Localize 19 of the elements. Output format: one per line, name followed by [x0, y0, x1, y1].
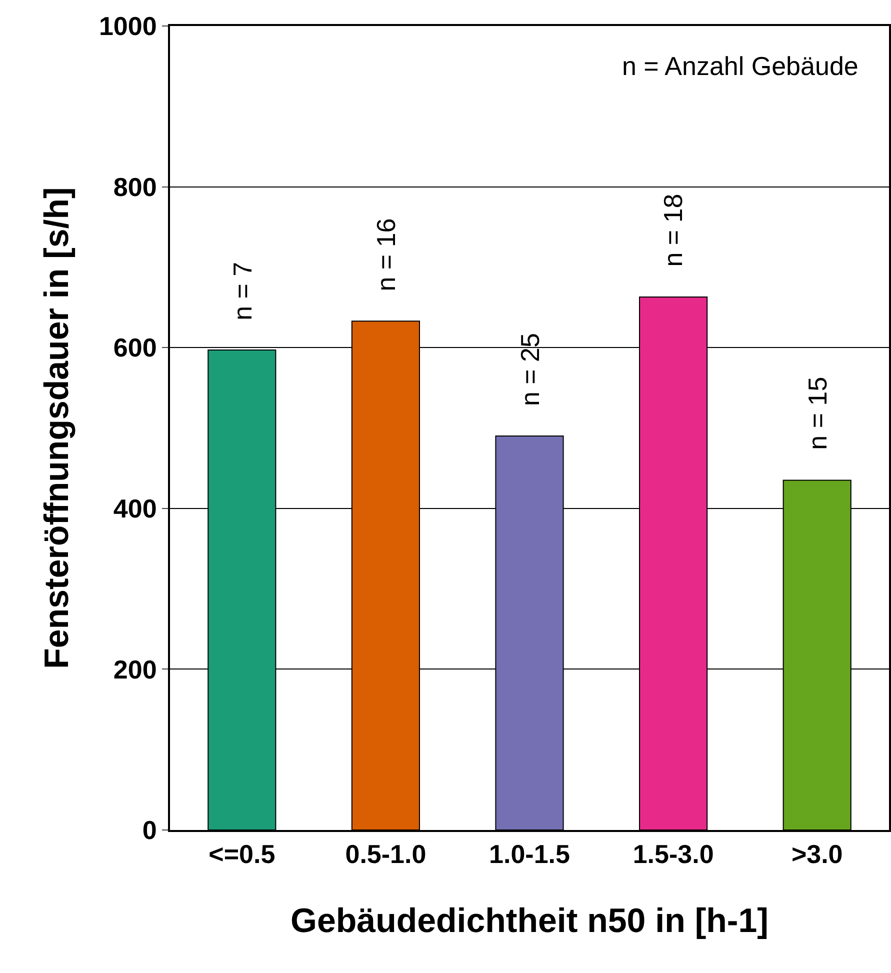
x-tick-label: 0.5-1.0 [345, 839, 426, 870]
annotation: n = 25 [514, 333, 545, 406]
y-tick-label: 800 [113, 172, 157, 202]
x-tick-label: 1.5-3.0 [632, 839, 714, 870]
annotation: n = 15 [802, 376, 832, 450]
y-tick-label: 200 [113, 654, 157, 684]
y-tick-label: 600 [113, 332, 157, 363]
annotation: n = Anzahl Gebäude [622, 51, 858, 81]
y-axis-title: Fensteröffnungsdauer in [s/h] [38, 187, 76, 669]
x-tick-label: >3.0 [791, 839, 843, 870]
annotation: n = 16 [371, 218, 402, 292]
y-tick-label: 1000 [98, 11, 157, 42]
y-tick-label: 0 [142, 815, 157, 846]
x-axis-title: Gebäudedichtheit n50 in [h-1] [290, 902, 768, 940]
x-tick-label: 1.0-1.5 [489, 839, 570, 870]
annotation: n = 7 [227, 262, 258, 320]
y-tick-label: 400 [113, 494, 157, 524]
x-tick-label: <=0.5 [208, 839, 276, 870]
annotation: n = 18 [658, 194, 688, 267]
